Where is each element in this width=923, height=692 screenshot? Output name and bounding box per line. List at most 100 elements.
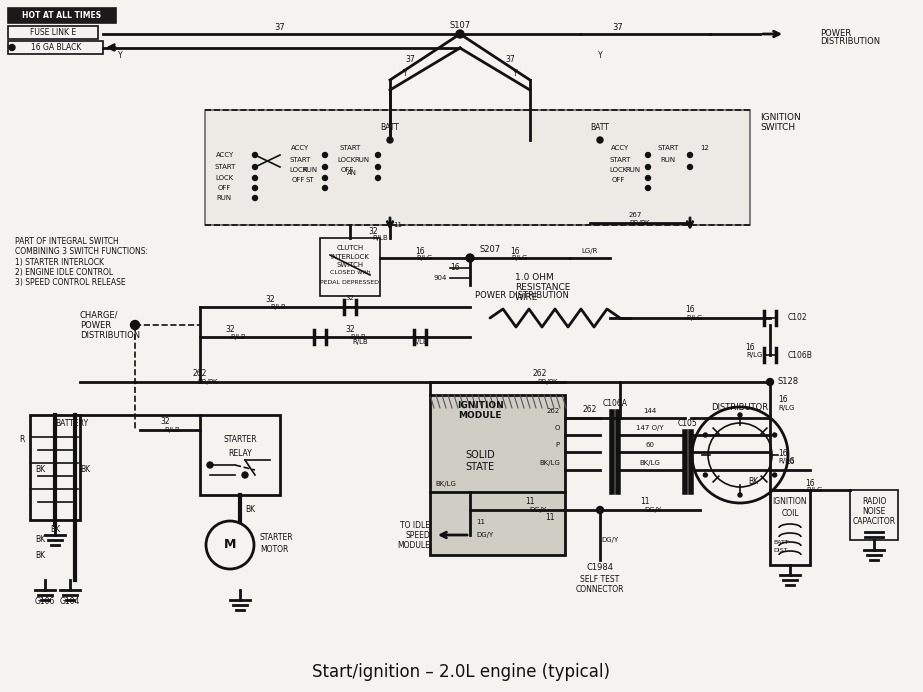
Text: 32: 32 xyxy=(345,295,354,301)
Text: BK: BK xyxy=(35,536,45,545)
Text: START: START xyxy=(340,145,361,151)
Text: R/LB: R/LB xyxy=(270,304,286,310)
Text: PEDAL DEPRESSED: PEDAL DEPRESSED xyxy=(320,280,379,284)
Text: R/LG: R/LG xyxy=(417,255,433,261)
Text: RESISTANCE: RESISTANCE xyxy=(515,284,570,293)
Text: DG/Y: DG/Y xyxy=(476,532,493,538)
Circle shape xyxy=(645,176,651,181)
Text: 16: 16 xyxy=(778,448,787,457)
Text: M: M xyxy=(223,538,236,552)
Text: 11: 11 xyxy=(641,498,650,507)
Circle shape xyxy=(242,472,248,478)
Text: 37: 37 xyxy=(613,24,623,33)
Text: DISTRIBUTION: DISTRIBUTION xyxy=(820,37,881,46)
Text: Y: Y xyxy=(402,69,407,78)
Bar xyxy=(850,490,898,540)
Text: BK: BK xyxy=(80,466,90,475)
Text: C105: C105 xyxy=(678,419,698,428)
Text: S128: S128 xyxy=(778,378,799,387)
Circle shape xyxy=(645,185,651,190)
Text: RUN: RUN xyxy=(354,157,369,163)
Text: 16: 16 xyxy=(510,246,520,255)
Text: 37: 37 xyxy=(505,55,515,64)
Bar xyxy=(8,8,116,23)
Circle shape xyxy=(322,176,328,181)
Text: O: O xyxy=(555,425,560,431)
Text: AN: AN xyxy=(347,170,357,176)
Circle shape xyxy=(9,44,15,51)
Text: SOLID: SOLID xyxy=(465,450,495,460)
Text: R/LG: R/LG xyxy=(512,255,528,261)
Text: RADIO: RADIO xyxy=(862,498,886,507)
Text: BATTERY: BATTERY xyxy=(55,419,88,428)
Text: HOT AT ALL TIMES: HOT AT ALL TIMES xyxy=(22,11,102,20)
Text: STATE: STATE xyxy=(465,462,495,472)
Text: 32: 32 xyxy=(225,325,234,334)
Text: C106A: C106A xyxy=(603,399,628,408)
Text: 16: 16 xyxy=(450,264,460,273)
Text: DIST: DIST xyxy=(773,549,787,554)
Text: R/LB: R/LB xyxy=(372,235,388,241)
Circle shape xyxy=(376,176,380,181)
Circle shape xyxy=(387,137,393,143)
Text: R/LB: R/LB xyxy=(353,339,368,345)
Circle shape xyxy=(688,165,692,170)
Text: 32: 32 xyxy=(368,228,378,237)
Text: BR/PK: BR/PK xyxy=(538,379,558,385)
Text: BK/LG: BK/LG xyxy=(640,460,661,466)
Text: 1.0 OHM: 1.0 OHM xyxy=(515,273,554,282)
Bar xyxy=(770,490,810,565)
Text: OFF: OFF xyxy=(341,167,354,173)
Text: Start/ignition – 2.0L engine (typical): Start/ignition – 2.0L engine (typical) xyxy=(312,663,610,681)
Circle shape xyxy=(597,137,603,143)
Text: 16: 16 xyxy=(745,343,755,352)
Text: 11: 11 xyxy=(545,513,555,522)
Circle shape xyxy=(703,433,707,437)
Text: 16: 16 xyxy=(415,246,425,255)
Text: 16: 16 xyxy=(805,478,815,487)
Text: R/LB: R/LB xyxy=(164,427,180,433)
Text: STARTER: STARTER xyxy=(223,435,257,444)
Text: BATT: BATT xyxy=(591,123,609,132)
Circle shape xyxy=(207,462,213,468)
Text: DG/Y: DG/Y xyxy=(530,507,546,513)
Text: G104: G104 xyxy=(60,597,80,606)
Text: BR/PK: BR/PK xyxy=(198,379,218,385)
Text: ST: ST xyxy=(306,177,315,183)
Text: WIRE: WIRE xyxy=(515,293,538,302)
Circle shape xyxy=(322,165,328,170)
Text: ACCY: ACCY xyxy=(291,145,309,151)
Text: NOISE: NOISE xyxy=(862,507,886,516)
Circle shape xyxy=(253,165,258,170)
Text: R/LG: R/LG xyxy=(778,405,795,411)
Text: 11: 11 xyxy=(393,222,402,228)
Circle shape xyxy=(376,165,380,170)
Circle shape xyxy=(466,254,474,262)
Text: DISTRIBUTION: DISTRIBUTION xyxy=(80,331,140,340)
Text: MODULE: MODULE xyxy=(397,540,430,549)
Text: OFF: OFF xyxy=(292,177,305,183)
Text: SELF TEST: SELF TEST xyxy=(581,576,619,585)
Text: RUN: RUN xyxy=(216,195,232,201)
Text: RUN: RUN xyxy=(661,157,676,163)
Text: S207: S207 xyxy=(480,246,501,255)
Text: LG/R: LG/R xyxy=(581,248,598,254)
Text: PART OF INTEGRAL SWITCH: PART OF INTEGRAL SWITCH xyxy=(15,237,119,246)
Text: R/LB: R/LB xyxy=(413,339,428,345)
Text: COIL: COIL xyxy=(781,509,798,518)
Text: BK: BK xyxy=(35,466,45,475)
Text: 16 GA BLACK: 16 GA BLACK xyxy=(30,43,81,52)
Circle shape xyxy=(253,176,258,181)
Text: C1984: C1984 xyxy=(586,563,614,572)
Text: R/LG: R/LG xyxy=(778,458,795,464)
Text: 262: 262 xyxy=(582,406,597,415)
Circle shape xyxy=(376,152,380,158)
Text: 1) STARTER INTERLOCK: 1) STARTER INTERLOCK xyxy=(15,257,104,266)
Text: RUN: RUN xyxy=(626,167,641,173)
Text: STARTER: STARTER xyxy=(260,533,294,542)
Text: IGNITION: IGNITION xyxy=(773,498,808,507)
Text: 262: 262 xyxy=(546,408,560,414)
Text: 16: 16 xyxy=(778,396,787,405)
Circle shape xyxy=(322,152,328,158)
Text: 37: 37 xyxy=(405,55,414,64)
